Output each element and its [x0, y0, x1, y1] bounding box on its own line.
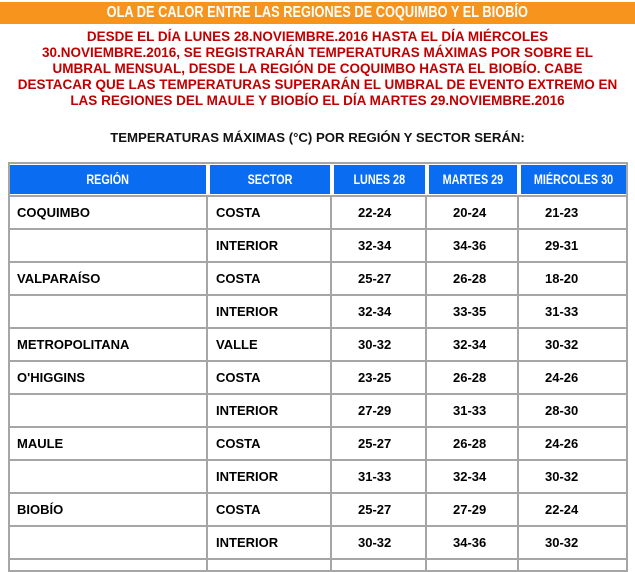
temp-cell-miercoles30: 22-24 [517, 494, 626, 525]
alert-paragraph: DESDE EL DÍA LUNES 28.NOVIEMBRE.2016 HAS… [0, 29, 635, 109]
sector-cell: VALLE [206, 329, 330, 360]
region-cell [10, 527, 206, 558]
temp-cell-miercoles30: 18-20 [517, 263, 626, 294]
temp-cell-martes29: 26-28 [425, 428, 517, 459]
sector-cell: COSTA [206, 494, 330, 525]
alert-line: 30.NOVIEMBRE.2016, SE REGISTRARÁN TEMPER… [41, 45, 594, 60]
temp-cell-lunes28: 25-27 [330, 494, 425, 525]
sector-cell: COSTA [206, 428, 330, 459]
sector-cell: INTERIOR [206, 461, 330, 492]
region-cell [10, 296, 206, 327]
temp-cell-lunes28 [330, 560, 425, 570]
alert-line: DESDE EL DÍA LUNES 28.NOVIEMBRE.2016 HAS… [86, 29, 549, 44]
temp-cell-lunes28: 32-34 [330, 230, 425, 261]
temp-cell-lunes28: 23-25 [330, 362, 425, 393]
temp-cell-martes29: 34-36 [425, 527, 517, 558]
temp-cell-miercoles30: 29-31 [517, 230, 626, 261]
table-row: O'HIGGINS COSTA 23-25 26-28 24-26 [10, 360, 626, 393]
table-row: VALPARAÍSO COSTA 25-27 26-28 18-20 [10, 261, 626, 294]
table-body: COQUIMBO COSTA 22-24 20-24 21-23 INTERIO… [10, 195, 626, 558]
column-header-lunes28: LUNES 28 [330, 165, 425, 194]
temp-cell-martes29: 32-34 [425, 329, 517, 360]
temp-cell-martes29: 34-36 [425, 230, 517, 261]
temp-cell-lunes28: 32-34 [330, 296, 425, 327]
table-row: METROPOLITANA VALLE 30-32 32-34 30-32 [10, 327, 626, 360]
temp-cell-miercoles30: 21-23 [517, 197, 626, 228]
table-row: BIOBÍO COSTA 25-27 27-29 22-24 [10, 492, 626, 525]
region-cell [10, 560, 206, 570]
table-row-partial [10, 558, 626, 570]
table-header-row: REGIÓN SECTOR LUNES 28 MARTES 29 MIÉRCOL… [10, 164, 626, 195]
temp-cell-miercoles30: 30-32 [517, 461, 626, 492]
temp-cell-miercoles30: 30-32 [517, 527, 626, 558]
heat-wave-title-bar: OLA DE CALOR ENTRE LAS REGIONES DE COQUI… [0, 2, 635, 24]
temp-cell-martes29: 26-28 [425, 263, 517, 294]
temp-cell-lunes28: 22-24 [330, 197, 425, 228]
temp-cell-miercoles30: 30-32 [517, 329, 626, 360]
page-title: OLA DE CALOR ENTRE LAS REGIONES DE COQUI… [106, 4, 529, 21]
temp-cell-lunes28: 25-27 [330, 428, 425, 459]
temp-cell-miercoles30: 24-26 [517, 362, 626, 393]
alert-line: DESTACAR QUE LAS TEMPERATURAS SUPERARÁN … [17, 77, 618, 92]
temp-cell-lunes28: 27-29 [330, 395, 425, 426]
region-cell: MAULE [17, 436, 64, 451]
temp-cell-martes29: 26-28 [425, 362, 517, 393]
table-row: INTERIOR 27-29 31-33 28-30 [10, 393, 626, 426]
region-cell: BIOBÍO [17, 502, 64, 517]
sector-cell: COSTA [206, 362, 330, 393]
temp-cell-lunes28: 30-32 [330, 527, 425, 558]
sector-cell: INTERIOR [206, 395, 330, 426]
region-cell [10, 461, 206, 492]
temp-cell-martes29: 33-35 [425, 296, 517, 327]
table-subtitle: TEMPERATURAS MÁXIMAS (°C) POR REGIÓN Y S… [110, 130, 525, 145]
region-cell: METROPOLITANA [17, 337, 130, 352]
table-row: INTERIOR 32-34 34-36 29-31 [10, 228, 626, 261]
alert-line: UMBRAL MENSUAL, DESDE LA REGIÓN DE COQUI… [52, 61, 583, 76]
alert-line: LAS REGIONES DEL MAULE Y BIOBÍO EL DÍA M… [70, 93, 565, 108]
temp-cell-lunes28: 25-27 [330, 263, 425, 294]
region-cell: COQUIMBO [17, 205, 90, 220]
temp-cell-martes29: 27-29 [425, 494, 517, 525]
region-cell: O'HIGGINS [17, 370, 86, 385]
sector-cell [206, 560, 330, 570]
temp-cell-martes29 [425, 560, 517, 570]
column-header-region: REGIÓN [10, 165, 206, 194]
table-row: MAULE COSTA 25-27 26-28 24-26 [10, 426, 626, 459]
temp-cell-lunes28: 30-32 [330, 329, 425, 360]
table-row: COQUIMBO COSTA 22-24 20-24 21-23 [10, 195, 626, 228]
sector-cell: INTERIOR [206, 296, 330, 327]
temp-cell-miercoles30: 31-33 [517, 296, 626, 327]
column-header-sector: SECTOR [206, 165, 330, 194]
temp-cell-martes29: 20-24 [425, 197, 517, 228]
table-row: INTERIOR 31-33 32-34 30-32 [10, 459, 626, 492]
sector-cell: COSTA [206, 197, 330, 228]
column-header-martes29: MARTES 29 [425, 165, 517, 194]
temp-cell-martes29: 32-34 [425, 461, 517, 492]
region-cell [10, 395, 206, 426]
sector-cell: INTERIOR [206, 230, 330, 261]
temp-cell-lunes28: 31-33 [330, 461, 425, 492]
sector-cell: COSTA [206, 263, 330, 294]
table-row: INTERIOR 32-34 33-35 31-33 [10, 294, 626, 327]
region-cell [10, 230, 206, 261]
temperature-table: REGIÓN SECTOR LUNES 28 MARTES 29 MIÉRCOL… [8, 162, 628, 572]
temp-cell-miercoles30: 24-26 [517, 428, 626, 459]
region-cell: VALPARAÍSO [17, 271, 101, 286]
table-row: INTERIOR 30-32 34-36 30-32 [10, 525, 626, 558]
column-header-miercoles30: MIÉRCOLES 30 [517, 165, 626, 194]
temp-cell-miercoles30 [517, 560, 626, 570]
temp-cell-miercoles30: 28-30 [517, 395, 626, 426]
sector-cell: INTERIOR [206, 527, 330, 558]
temp-cell-martes29: 31-33 [425, 395, 517, 426]
